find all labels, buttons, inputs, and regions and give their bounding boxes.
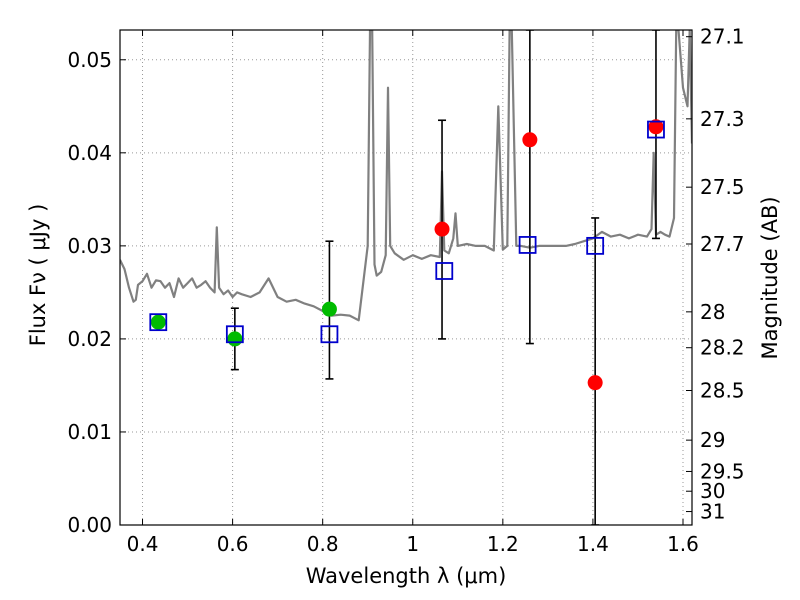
right-tick-label: 27.7: [700, 232, 745, 256]
right-tick-label: 28.5: [700, 379, 745, 403]
y-tick-label: 0.00: [67, 513, 112, 537]
model-point: [225, 325, 244, 344]
x-tick-label: 1.2: [487, 532, 519, 556]
y-tick-label: 0.05: [67, 48, 112, 72]
y-tick-label: 0.02: [67, 327, 112, 351]
x-tick-label: 1.4: [577, 532, 609, 556]
spectrum-line: [120, 30, 692, 322]
right-axis-label: Magnitude (AB): [758, 196, 782, 359]
x-tick-label: 0.4: [127, 532, 159, 556]
marker-layer: [149, 119, 665, 391]
right-tick-label: 27.1: [700, 25, 745, 49]
error-bar-layer: [230, 30, 660, 525]
data-point: [150, 314, 166, 330]
right-tick-label: 27.5: [700, 175, 745, 199]
right-tick-label: 30: [700, 479, 725, 503]
y-tick-label: 0.01: [67, 420, 112, 444]
y-tick-label: 0.03: [67, 234, 112, 258]
data-point: [434, 221, 450, 237]
right-tick-label: 27.3: [700, 107, 745, 131]
x-axis-label: Wavelength λ (μm): [306, 564, 507, 588]
y-tick-label: 0.04: [67, 141, 112, 165]
data-point: [522, 132, 538, 148]
data-point: [321, 301, 337, 317]
spectrum-layer: [120, 30, 692, 322]
right-tick-label: 31: [700, 500, 725, 524]
right-tick-label: 28.2: [700, 336, 745, 360]
x-tick-label: 0.8: [307, 532, 339, 556]
data-point: [227, 331, 243, 347]
right-tick-label: 29: [700, 428, 725, 452]
model-point: [320, 325, 339, 344]
grid-lines: [120, 30, 692, 526]
model-point: [149, 313, 168, 332]
data-point: [587, 375, 603, 391]
model-point: [435, 262, 454, 280]
right-tick-label: 28: [700, 300, 725, 324]
tick-layer: 0.4 0.6 0.8 1 1.2 1.4 1.6 0.00 0.01 0.02 0.03 0.04 0…: [67, 25, 744, 556]
x-tick-label: 1.6: [667, 532, 699, 556]
y-axis-label: Flux Fν ( μJy ): [26, 204, 50, 347]
x-tick-label: 0.6: [217, 532, 249, 556]
x-tick-label: 1: [406, 532, 419, 556]
data-point: [648, 119, 664, 135]
model-point: [518, 236, 537, 254]
right-tick-label: 29.5: [700, 459, 745, 483]
model-point: [586, 236, 605, 255]
model-point: [647, 120, 665, 139]
plot-frame: [119, 29, 693, 526]
